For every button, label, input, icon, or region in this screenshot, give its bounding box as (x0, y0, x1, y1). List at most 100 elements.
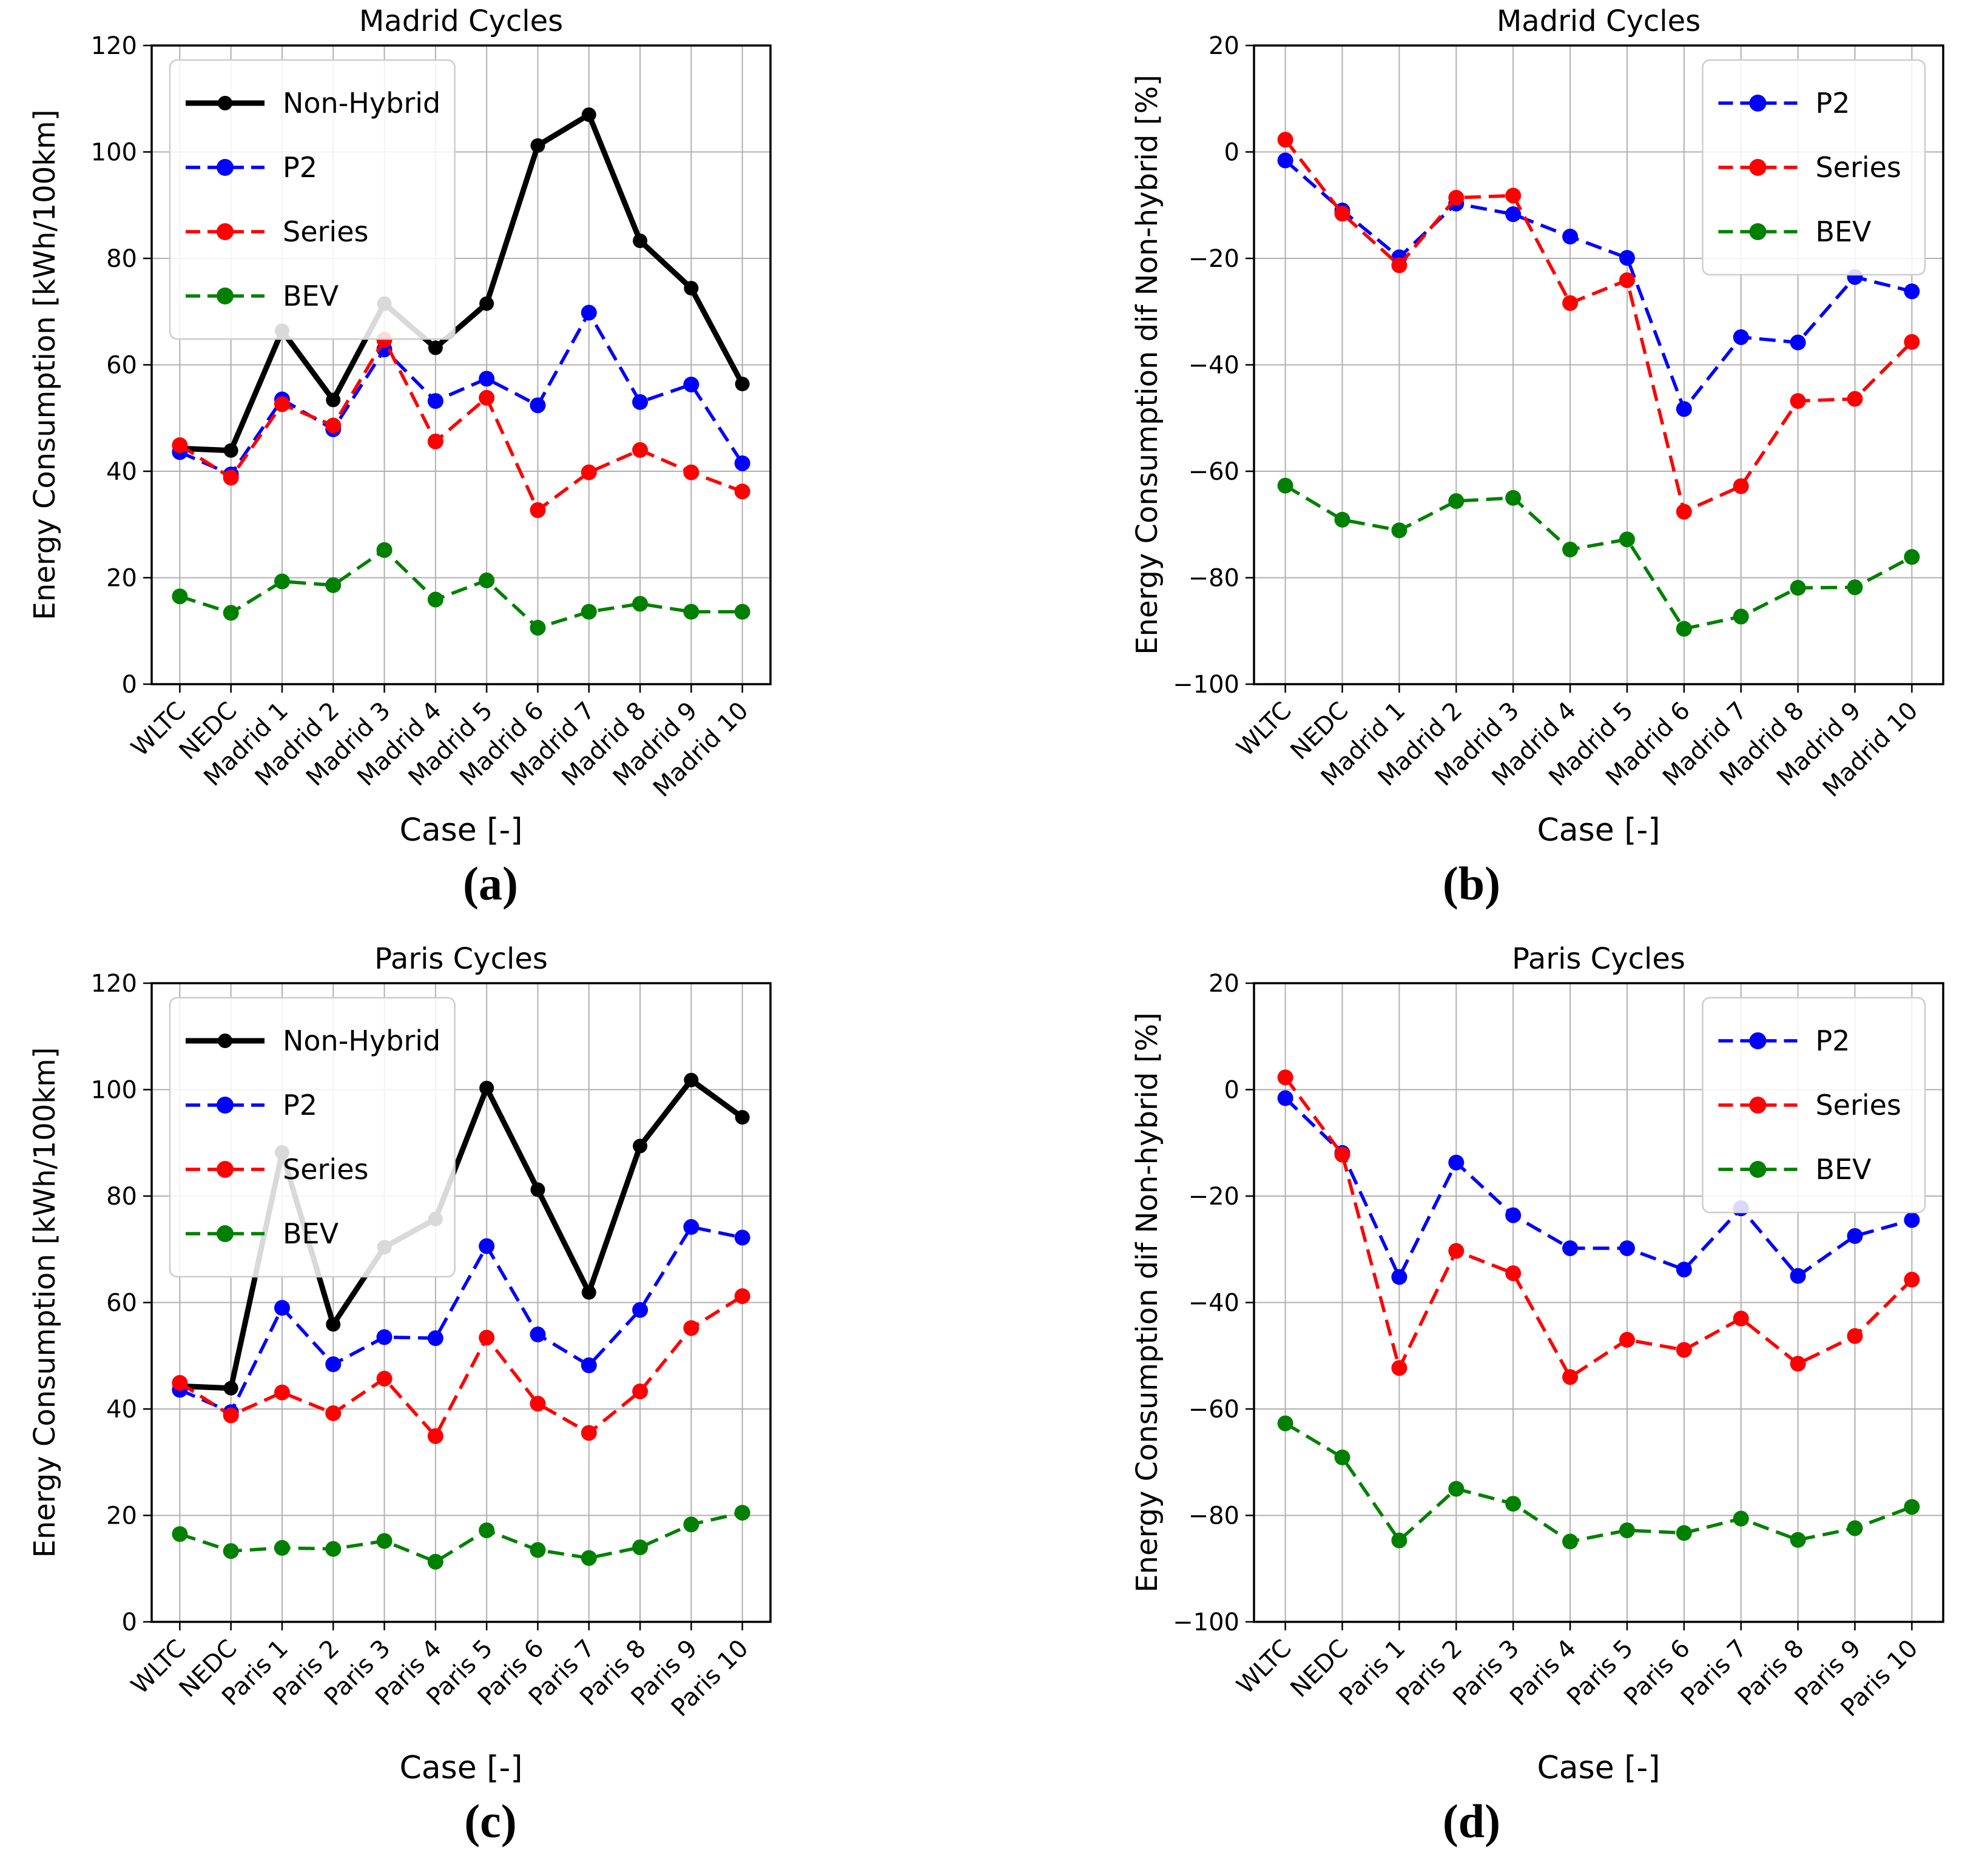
y-axis-label: Energy Consumption dif Non-hybrid [%] (1130, 75, 1164, 655)
series-line-P2 (1284, 159, 1913, 412)
svg-text:40: 40 (106, 1396, 137, 1424)
svg-text:60: 60 (106, 1289, 137, 1317)
y-tick-labels: 0 20 40 60 80 100 120 (91, 32, 137, 699)
svg-text:100: 100 (91, 1077, 137, 1104)
svg-text:0: 0 (122, 671, 137, 699)
svg-text:−100: −100 (1173, 671, 1239, 699)
grid-lines (1254, 983, 1943, 1622)
svg-text:80: 80 (106, 245, 137, 273)
caption-c: (c) (464, 1795, 517, 1847)
chart-figure-d: −100 −80 −60 −40 −20 0 20 WLTC NEDC Paris 1 Paris … (981, 938, 1962, 1876)
chart-title: Madrid Cycles (359, 4, 563, 38)
series-line-BEV (179, 1511, 743, 1564)
svg-text:−40: −40 (1188, 352, 1239, 380)
svg-text:WLTC: WLTC (1232, 1635, 1297, 1700)
legend-label-Series: Series (1815, 1089, 1901, 1121)
axis-ticks (1246, 982, 1913, 1630)
chart-title: Madrid Cycles (1497, 4, 1701, 38)
svg-text:20: 20 (106, 1502, 137, 1530)
svg-text:0: 0 (1224, 139, 1239, 167)
series-line-Series (178, 1294, 744, 1439)
series-line-P2 (179, 309, 744, 477)
x-axis-label: Case [-] (399, 1750, 522, 1784)
chart-figure-c: 0 20 40 60 80 100 120 WLTC NEDC Paris 1 Paris 2 Par… (0, 938, 981, 1876)
chart-title: Paris Cycles (1512, 942, 1685, 976)
series-markers-Series (1277, 132, 1920, 520)
svg-text:80: 80 (106, 1183, 137, 1211)
caption-b: (b) (1442, 857, 1501, 910)
series-markers-BEV (1277, 1415, 1920, 1550)
legend-label-P2: P2 (283, 1089, 317, 1121)
x-axis-label: Case [-] (399, 812, 522, 847)
legend-label-P2: P2 (283, 151, 317, 184)
svg-text:120: 120 (91, 32, 137, 60)
legend-label-BEV: BEV (1815, 1153, 1872, 1186)
legend: Non-Hybrid P2 Series BEV (169, 59, 456, 340)
legend: Non-Hybrid P2 Series BEV (169, 997, 456, 1278)
svg-text:−80: −80 (1188, 1502, 1239, 1530)
caption-d: (d) (1442, 1795, 1501, 1847)
svg-text:−80: −80 (1188, 565, 1239, 593)
series-line-BEV (1284, 484, 1913, 631)
series-line-P2 (1284, 1097, 1913, 1281)
legend: P2 Series BEV (1702, 997, 1926, 1214)
y-tick-labels: −100 −80 −60 −40 −20 0 20 (1173, 32, 1239, 699)
axis-ticks (143, 44, 743, 693)
svg-text:20: 20 (106, 565, 137, 593)
svg-text:−20: −20 (1188, 1183, 1239, 1211)
series-markers-BEV (172, 1505, 750, 1570)
series-line-Series (1284, 138, 1913, 514)
svg-text:120: 120 (91, 970, 137, 998)
svg-text:20: 20 (1209, 970, 1239, 998)
legend-label-BEV: BEV (1815, 215, 1872, 248)
y-tick-labels: 0 20 40 60 80 100 120 (91, 970, 137, 1636)
legend-label-P2: P2 (1815, 87, 1850, 119)
svg-text:−100: −100 (1173, 1609, 1239, 1636)
svg-text:0: 0 (1224, 1077, 1239, 1104)
svg-text:−20: −20 (1188, 245, 1239, 273)
y-axis-label: Energy Consumption [kWh/100km] (28, 1047, 62, 1558)
series-line-BEV (1284, 1422, 1913, 1544)
caption-a: (a) (463, 857, 518, 910)
series-line-Series (1284, 1076, 1913, 1380)
svg-text:0: 0 (122, 1609, 137, 1636)
series-markers-Series (1277, 1069, 1920, 1385)
legend-label-BEV: BEV (283, 280, 339, 312)
svg-text:40: 40 (106, 458, 137, 486)
chart-title: Paris Cycles (374, 942, 548, 976)
svg-text:−40: −40 (1188, 1289, 1239, 1317)
y-tick-labels: −100 −80 −60 −40 −20 0 20 (1173, 970, 1239, 1636)
legend-label-Series: Series (283, 215, 368, 248)
axis-ticks (1246, 44, 1913, 693)
series-markers-Series (172, 332, 750, 519)
svg-text:−60: −60 (1188, 458, 1239, 486)
series-markers-BEV (172, 542, 750, 636)
x-axis-label: Case [-] (1537, 812, 1660, 847)
legend-label-Series: Series (1815, 151, 1901, 184)
chart-figure-b: −100 −80 −60 −40 −20 0 20 WLTC NEDC Madrid 1 Madri… (981, 0, 1962, 938)
legend-label-Series: Series (283, 1153, 368, 1186)
series-markers-BEV (1277, 477, 1920, 637)
svg-text:WLTC: WLTC (1232, 697, 1297, 762)
y-axis-label: Energy Consumption [kWh/100km] (28, 110, 62, 620)
svg-text:20: 20 (1209, 32, 1239, 60)
series-line-BEV (179, 548, 743, 630)
legend-label-Non-Hybrid: Non-Hybrid (283, 1024, 440, 1057)
series-line-Non-Hybrid (180, 110, 745, 454)
legend: P2 Series BEV (1702, 59, 1926, 276)
series-line-Series (178, 336, 743, 513)
series-line-P2 (179, 1225, 743, 1414)
svg-text:−60: −60 (1188, 1396, 1239, 1424)
series-markers-Series (172, 1288, 750, 1444)
x-axis-label: Case [-] (1537, 1750, 1660, 1784)
legend-label-Non-Hybrid: Non-Hybrid (283, 87, 440, 119)
